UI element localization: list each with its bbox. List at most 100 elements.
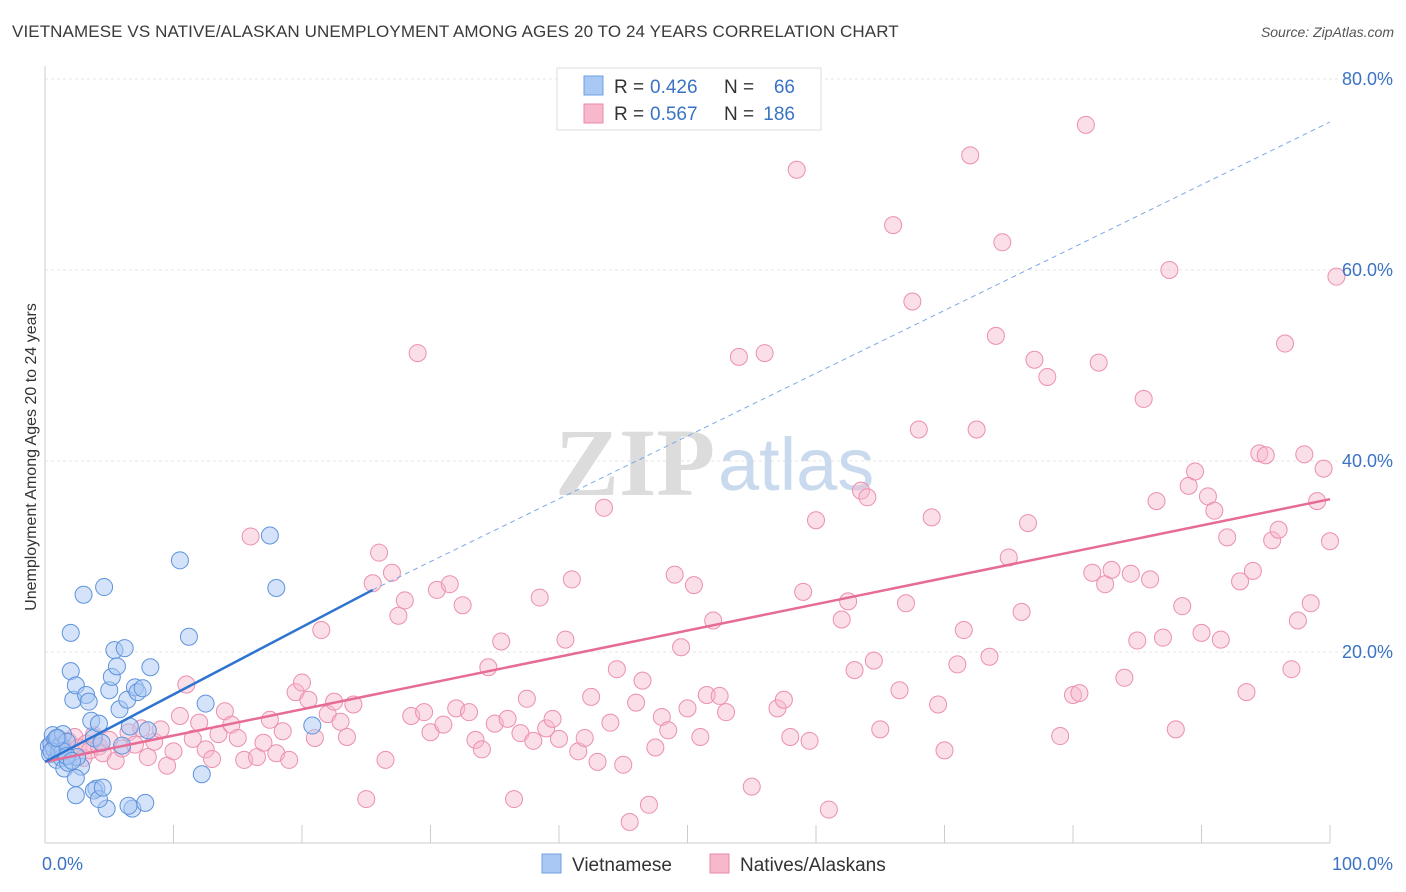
natives-point: [517, 689, 536, 708]
natives-point: [787, 160, 806, 179]
natives-point: [1025, 350, 1044, 369]
natives-point: [1295, 445, 1314, 464]
natives-point: [819, 800, 838, 819]
natives-point: [331, 712, 350, 731]
vietnamese-point: [196, 694, 215, 713]
vietnamese-points: [39, 526, 322, 818]
natives-point: [434, 715, 453, 734]
trend-lines: [44, 121, 1331, 764]
vietnamese-point: [303, 716, 322, 735]
natives-point: [1089, 353, 1108, 372]
natives-point: [884, 216, 903, 235]
natives-point: [1064, 685, 1082, 704]
natives-point: [415, 703, 434, 722]
natives-point: [935, 741, 954, 760]
natives-point: [697, 685, 716, 704]
vietnamese-point: [192, 765, 211, 784]
natives-point: [1301, 594, 1320, 613]
vietnamese-trend-extension: [372, 121, 1331, 591]
natives-point: [357, 790, 376, 809]
natives-point: [1147, 492, 1166, 511]
natives-point: [389, 606, 408, 625]
natives-point: [1288, 611, 1307, 630]
stats-legend: R = 0.426 N = 66 R = 0.567 N = 186: [556, 67, 822, 131]
natives-point: [1269, 520, 1288, 539]
natives-point: [408, 344, 427, 363]
natives-point: [717, 703, 736, 722]
natives-point: [755, 344, 774, 363]
vietnamese-point: [133, 679, 152, 698]
natives-point: [524, 731, 543, 750]
natives-point: [1211, 630, 1230, 649]
natives-point: [228, 728, 247, 747]
natives-point: [800, 731, 819, 750]
y-tick-label: 40.0%: [1342, 451, 1393, 471]
bottom-legend-swatch-vietnamese: [541, 853, 562, 874]
y-tick-labels: 20.0% 40.0% 60.0% 80.0%: [1342, 69, 1393, 662]
natives-point: [1141, 570, 1160, 589]
natives-points: [42, 115, 1346, 831]
vietnamese-point: [136, 793, 155, 812]
natives-point: [639, 795, 658, 814]
vietnamese-point: [138, 721, 157, 740]
natives-point: [909, 420, 928, 439]
y-axis-label: Unemployment Among Ages 20 to 24 years: [23, 303, 40, 611]
natives-point: [273, 722, 292, 741]
natives-point: [948, 655, 967, 674]
y-tick-label: 20.0%: [1342, 642, 1393, 662]
x-tick-labels: 0.0% 100.0%: [42, 854, 1393, 874]
natives-trend-line: [44, 497, 1331, 764]
natives-point: [293, 673, 311, 692]
x-tick-label-min: 0.0%: [42, 854, 83, 874]
natives-point: [1186, 462, 1205, 481]
natives-point: [1012, 602, 1031, 621]
natives-point: [453, 596, 472, 615]
natives-point: [665, 565, 684, 584]
natives-point: [1121, 564, 1140, 583]
natives-point: [1321, 532, 1339, 551]
vietnamese-point: [170, 551, 189, 570]
natives-point: [607, 660, 626, 679]
vietnamese-point: [47, 728, 66, 747]
natives-point: [530, 588, 549, 607]
natives-point: [582, 687, 601, 706]
natives-point: [678, 699, 697, 718]
natives-point: [280, 750, 299, 769]
vietnamese-point: [115, 639, 134, 658]
legend-r-label-natives: R =: [614, 104, 644, 125]
watermark: ZIP atlas: [555, 409, 874, 516]
natives-point: [993, 233, 1012, 252]
gridlines: [45, 78, 1392, 653]
natives-point: [980, 647, 999, 666]
natives-point: [1256, 446, 1275, 465]
natives-point: [505, 790, 524, 809]
natives-point: [807, 511, 825, 530]
legend-n-label-natives: N =: [724, 104, 754, 125]
natives-point: [1276, 334, 1295, 353]
natives-point: [1115, 668, 1134, 687]
legend-r-natives: 0.567: [650, 104, 698, 125]
vietnamese-point: [141, 658, 160, 677]
natives-point: [1102, 560, 1121, 579]
natives-point: [627, 693, 646, 712]
natives-point: [543, 709, 562, 728]
bottom-legend-vietnamese: Vietnamese: [572, 855, 672, 876]
vietnamese-trend-line: [44, 588, 374, 763]
natives-point: [1263, 531, 1282, 550]
natives-point: [961, 146, 980, 165]
natives-point: [1038, 367, 1057, 386]
natives-point: [556, 630, 575, 649]
natives-point: [1134, 389, 1153, 408]
x-tick-label-max: 100.0%: [1332, 854, 1393, 874]
bottom-legend-swatch-natives: [709, 853, 730, 874]
vietnamese-point: [107, 657, 126, 676]
natives-point: [1019, 514, 1038, 533]
natives-point: [1314, 459, 1333, 478]
series-legend: Vietnamese Natives/Alaskans: [541, 853, 886, 876]
natives-point: [896, 594, 915, 613]
y-tick-label: 80.0%: [1342, 69, 1393, 89]
bottom-legend-natives: Natives/Alaskans: [740, 855, 886, 876]
natives-point: [1327, 267, 1346, 286]
natives-point: [691, 727, 710, 746]
